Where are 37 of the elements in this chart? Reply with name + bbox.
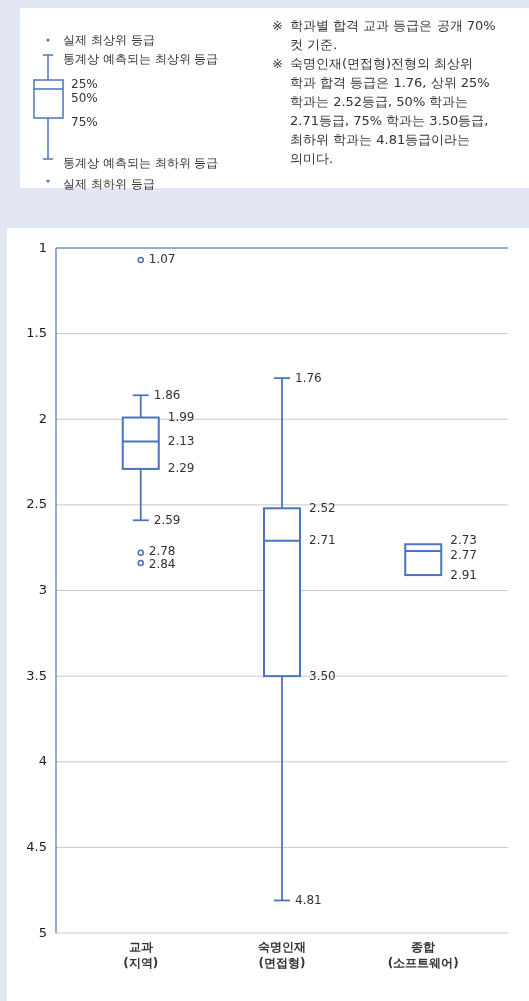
text: 실제 최하위 등급	[63, 176, 155, 191]
annotation: 2.52	[309, 500, 336, 515]
annotation: 2.78	[148, 543, 176, 558]
text: 실제 최상위 등급	[63, 32, 155, 47]
text: 50%	[71, 90, 98, 105]
y-tick-label: 2	[38, 410, 47, 426]
text: 통계상 예측되는 최상위 등급	[63, 51, 219, 66]
y-tick-label: 3.5	[26, 667, 47, 683]
y-tick-label: 4	[38, 753, 47, 769]
y-tick-label: 2.5	[26, 496, 47, 512]
annotation: 2.77	[450, 547, 477, 562]
y-tick-label: 1.5	[26, 325, 47, 341]
text: 통계상 예측되는 최하위 등급	[63, 155, 219, 170]
annotation: 1.07	[148, 252, 176, 267]
annotation: 3.50	[309, 668, 336, 683]
annotation: 2.71	[309, 533, 336, 548]
y-tick-label: 5	[38, 924, 47, 940]
annotation: 1.76	[295, 370, 322, 385]
text: 25%	[71, 76, 98, 91]
x-tick-label: 교과 (지역)	[123, 940, 159, 970]
text: 75%	[71, 114, 98, 129]
annotation: 1.86	[153, 387, 181, 402]
text: ※ 숙명인재(면접형)전형의 최상위 학과 합격 등급은 1.76, 상위 25% 학과는 2.52등급, 50% 학과는 2.71등급, 75% 학과는 3.50등급, 최하위 학과는 4.81등급이라는 의미다.	[272, 56, 490, 166]
y-tick-label: 3	[38, 582, 47, 597]
annotation: 2.84	[148, 556, 176, 571]
annotation: 4.81	[295, 892, 322, 907]
text: ※ 학과별 합격 교과 등급은 공개 70% 컷 기준.	[272, 18, 496, 52]
x-tick-label: 종합 (소프트웨어)	[387, 940, 459, 970]
x-tick-label: 숙명인재 (면접형)	[258, 940, 306, 970]
y-tick-label: 4.5	[26, 838, 47, 854]
annotation: 2.73	[450, 532, 477, 547]
annotation: 1.99	[167, 410, 195, 425]
y-tick-label: 1	[38, 239, 47, 255]
annotation: 2.13	[167, 434, 195, 449]
annotation: 2.91	[450, 567, 477, 582]
annotation: 2.59	[153, 512, 181, 527]
annotation: 2.29	[167, 461, 195, 476]
